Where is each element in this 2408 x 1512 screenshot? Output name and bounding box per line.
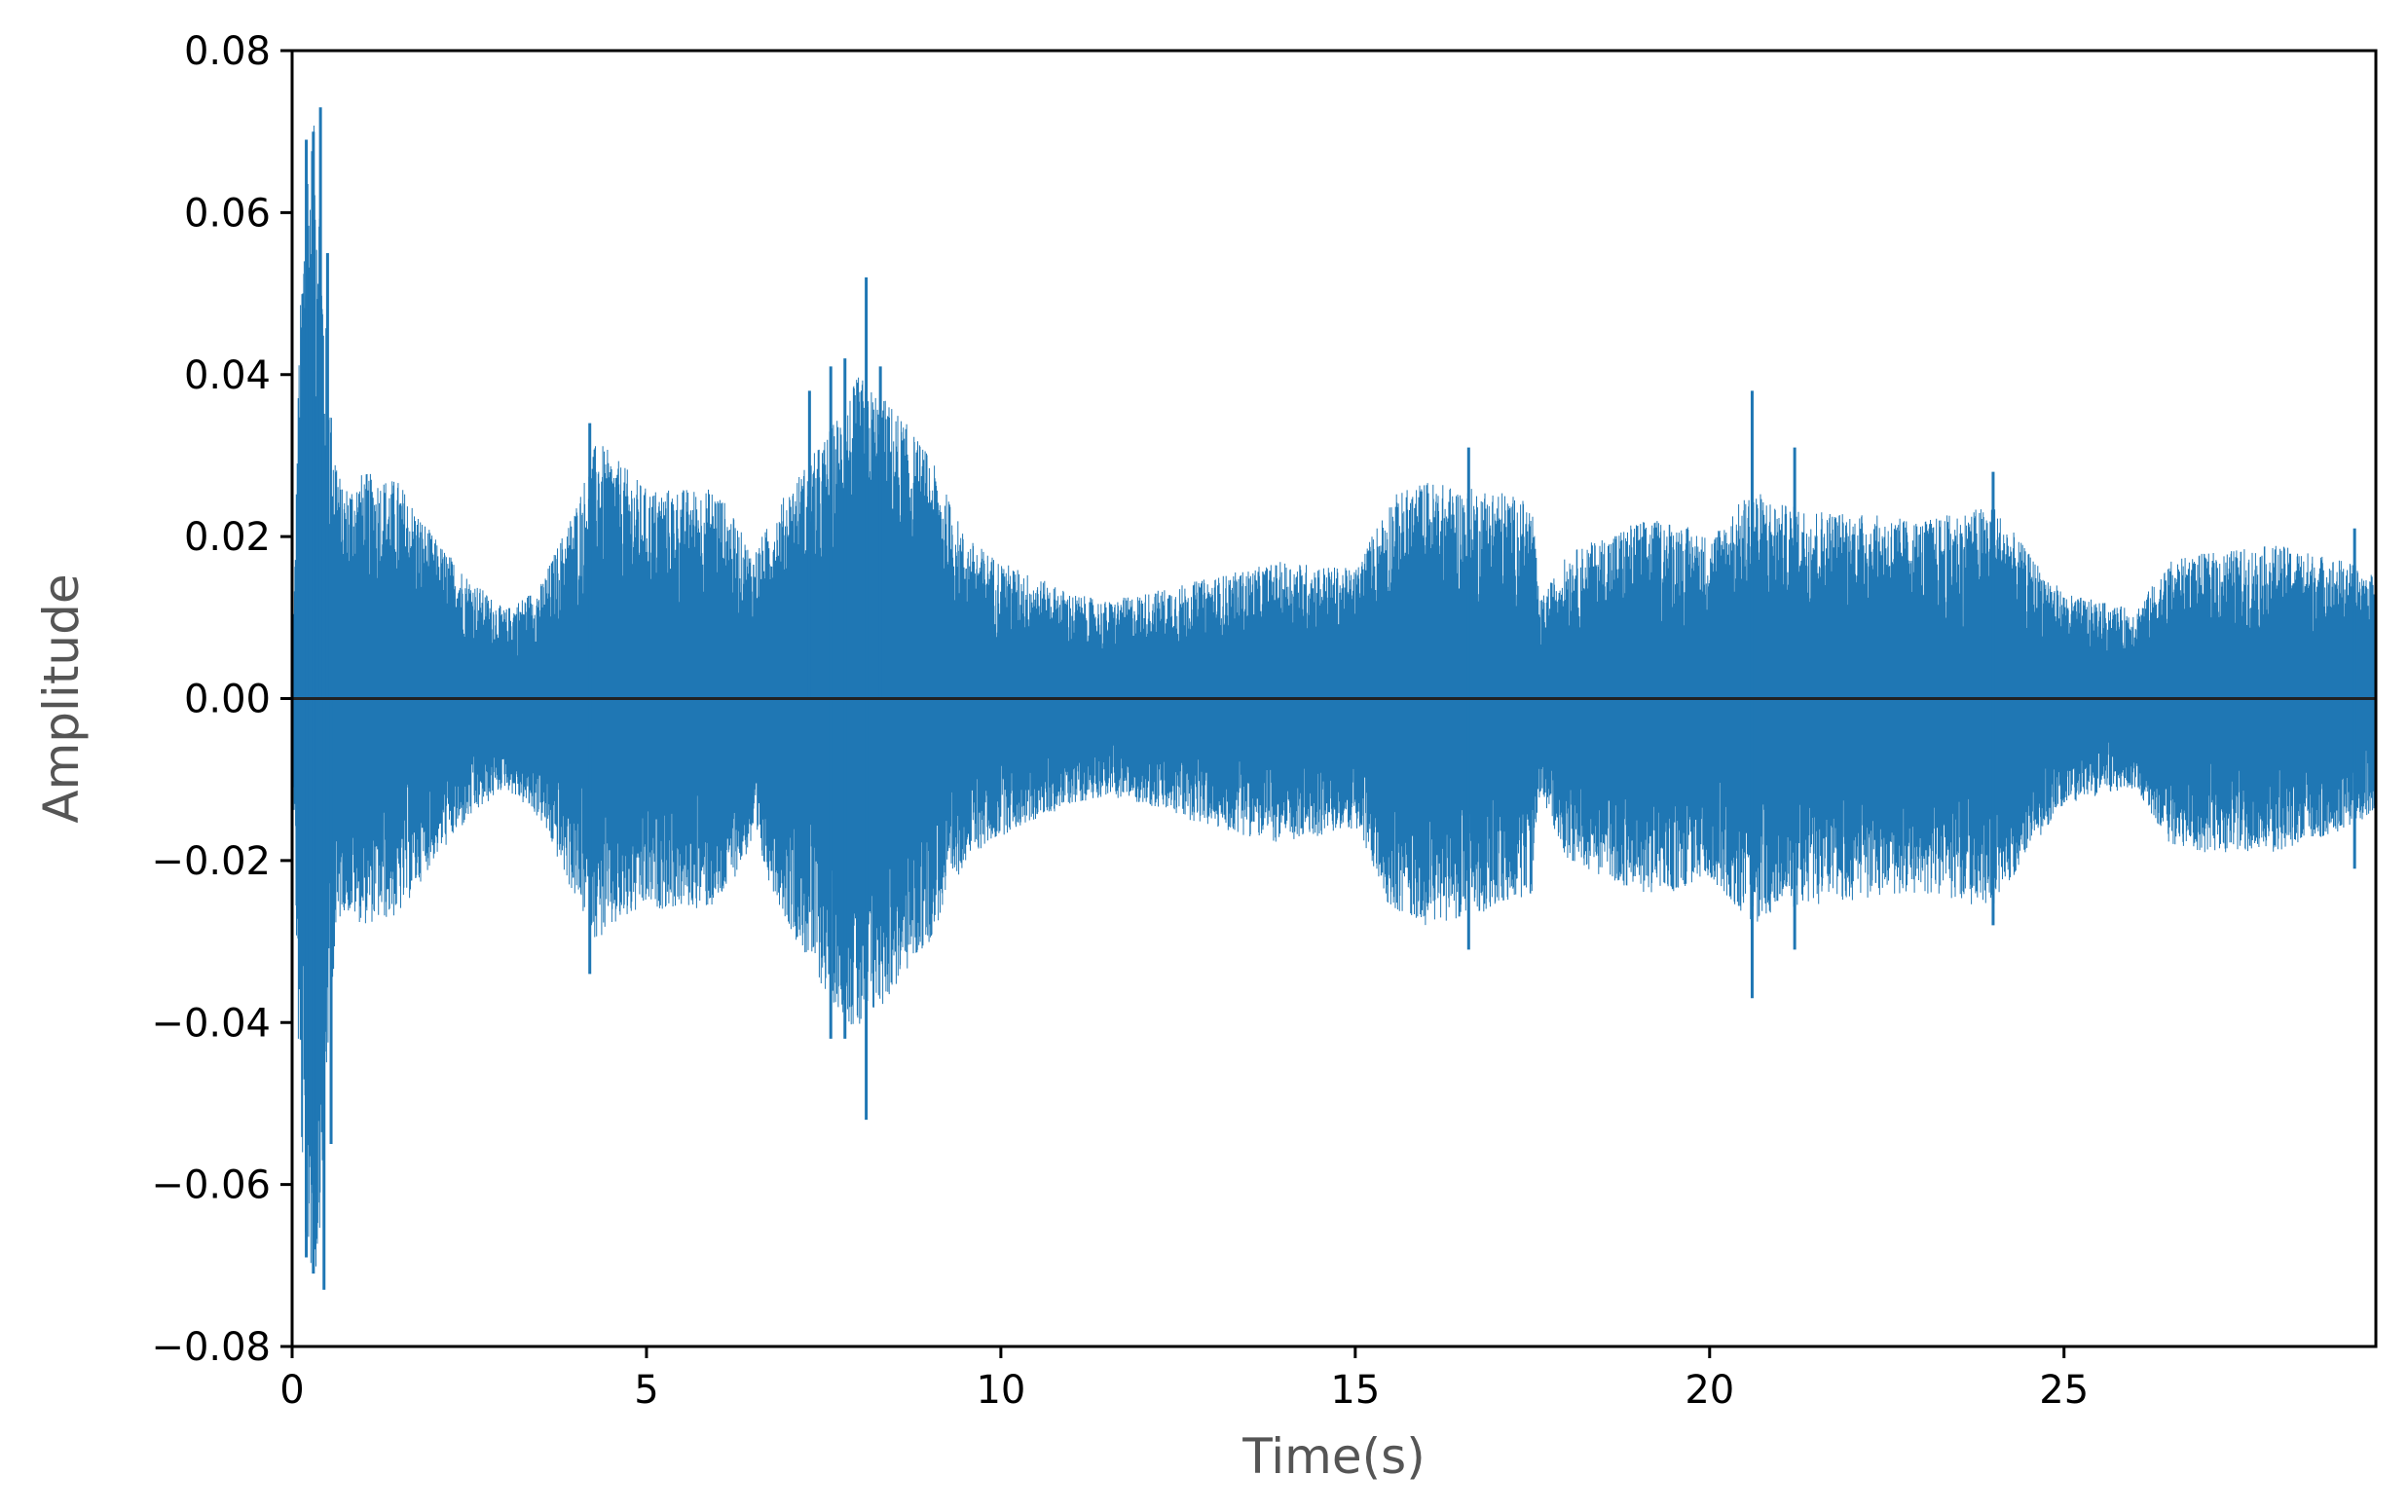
x-axis-label: Time(s) (1241, 1428, 1425, 1485)
plot-area (291, 107, 2377, 1290)
y-tick-label: −0.02 (151, 839, 271, 884)
y-axis: −0.08 −0.06 −0.04 −0.02 0.00 0.02 0.04 0.06 0.08 (151, 29, 292, 1370)
y-axis-label: Amplitude (33, 573, 90, 823)
y-tick-label: 0.06 (184, 191, 271, 236)
y-tick-label: 0.02 (184, 515, 271, 560)
x-tick-label: 10 (976, 1368, 1025, 1413)
y-tick-label: −0.08 (151, 1325, 271, 1370)
x-tick-label: 0 (279, 1368, 304, 1413)
x-tick-label: 25 (2039, 1368, 2089, 1413)
waveform-series (291, 125, 2377, 1267)
waveform-spikes (305, 107, 2356, 1290)
y-tick-label: 0.00 (184, 678, 271, 722)
x-tick-label: 5 (634, 1368, 658, 1413)
y-tick-label: −0.04 (151, 1001, 271, 1046)
y-tick-label: 0.08 (184, 29, 271, 74)
x-tick-label: 15 (1330, 1368, 1380, 1413)
x-axis: 0 5 10 15 20 25 (279, 1346, 2089, 1413)
y-tick-label: 0.04 (184, 353, 271, 398)
y-tick-label: −0.06 (151, 1163, 271, 1208)
x-tick-label: 20 (1685, 1368, 1734, 1413)
